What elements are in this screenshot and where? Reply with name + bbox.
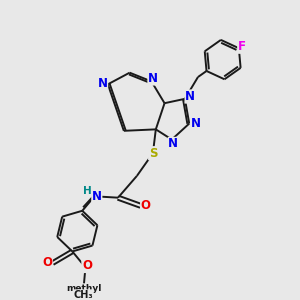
- Text: H: H: [83, 186, 92, 196]
- Text: N: N: [92, 190, 102, 203]
- Text: O: O: [42, 256, 52, 269]
- Text: N: N: [98, 77, 108, 90]
- Text: N: N: [168, 137, 178, 150]
- Text: N: N: [185, 90, 195, 103]
- Text: F: F: [238, 40, 246, 53]
- Text: methyl: methyl: [66, 284, 102, 293]
- Text: N: N: [190, 117, 201, 130]
- Text: N: N: [148, 72, 158, 85]
- Text: S: S: [149, 147, 157, 160]
- Text: O: O: [82, 260, 92, 272]
- Text: CH₃: CH₃: [74, 290, 93, 300]
- Text: O: O: [141, 199, 151, 212]
